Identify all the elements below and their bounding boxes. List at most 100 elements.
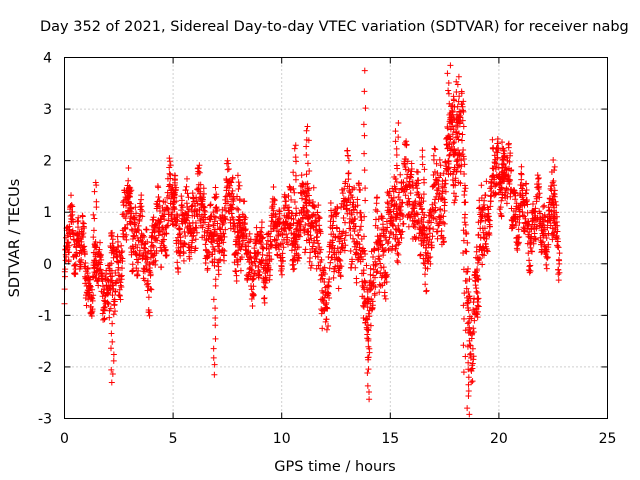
data-point	[452, 175, 459, 182]
data-point	[304, 208, 311, 215]
data-point	[538, 239, 545, 246]
data-point	[109, 229, 116, 236]
data-point	[413, 210, 420, 217]
data-point	[259, 234, 266, 241]
data-point	[380, 264, 387, 271]
data-point	[313, 245, 320, 252]
data-point	[344, 147, 351, 154]
data-point	[313, 218, 320, 225]
data-point	[405, 195, 412, 202]
data-point	[279, 240, 286, 247]
data-point	[499, 164, 506, 171]
data-point	[214, 207, 221, 214]
data-point	[336, 256, 343, 263]
data-point	[421, 211, 428, 218]
data-point	[461, 214, 468, 221]
data-point	[408, 160, 415, 167]
data-point	[392, 186, 399, 193]
data-point	[484, 248, 491, 255]
data-point	[196, 162, 203, 169]
data-point	[522, 215, 529, 222]
data-point	[310, 211, 317, 218]
data-point	[251, 270, 258, 277]
x-tick-label: 25	[599, 431, 617, 447]
data-point	[350, 199, 357, 206]
data-point	[291, 198, 298, 205]
data-point	[466, 276, 473, 283]
data-point	[76, 258, 83, 265]
data-point	[371, 274, 378, 281]
data-point	[91, 240, 98, 247]
data-point	[82, 259, 89, 266]
data-point	[532, 235, 539, 242]
data-point	[453, 78, 460, 85]
data-point	[178, 197, 185, 204]
data-point	[183, 217, 190, 224]
data-point	[385, 238, 392, 245]
data-point	[296, 227, 303, 234]
data-point	[475, 303, 482, 310]
data-point	[400, 220, 407, 227]
data-point	[396, 228, 403, 235]
data-point	[305, 192, 312, 199]
data-point	[298, 172, 305, 179]
data-point	[156, 219, 163, 226]
data-point	[523, 187, 530, 193]
data-point	[207, 202, 214, 209]
data-point	[425, 255, 432, 262]
data-point	[359, 282, 366, 289]
data-point	[393, 200, 400, 207]
data-point	[452, 193, 459, 200]
data-point	[226, 182, 233, 189]
data-point	[464, 304, 471, 311]
data-point	[426, 230, 433, 237]
data-point	[372, 284, 379, 291]
data-point	[367, 271, 374, 278]
data-point	[292, 172, 299, 179]
data-point	[556, 250, 563, 257]
data-point	[171, 192, 178, 199]
data-point	[451, 197, 458, 204]
data-point	[303, 171, 310, 178]
data-point	[303, 152, 310, 159]
data-point	[266, 272, 273, 279]
data-point	[366, 389, 373, 396]
data-point	[353, 279, 360, 286]
data-point	[518, 171, 525, 178]
data-point	[303, 198, 310, 205]
y-tick-label: 0	[43, 257, 52, 273]
data-point	[370, 266, 377, 273]
data-point	[450, 93, 457, 100]
data-point	[447, 62, 454, 69]
data-point	[314, 253, 321, 260]
data-point	[349, 186, 356, 193]
data-point	[271, 197, 278, 204]
data-point	[352, 223, 359, 230]
data-point	[245, 243, 252, 250]
data-point	[542, 214, 549, 221]
data-point	[434, 235, 441, 242]
data-point	[516, 219, 523, 226]
data-point	[301, 227, 308, 234]
data-point	[337, 257, 344, 264]
data-point	[345, 195, 352, 202]
data-point	[464, 343, 471, 350]
data-point	[395, 251, 402, 258]
data-point	[498, 213, 505, 220]
data-point	[551, 163, 558, 170]
data-point	[470, 325, 477, 332]
data-point	[531, 230, 538, 237]
data-point	[364, 382, 371, 389]
data-point	[128, 187, 135, 194]
data-point	[91, 258, 98, 265]
data-point	[342, 242, 349, 249]
data-point	[419, 161, 426, 168]
data-point	[101, 304, 108, 311]
data-point	[136, 247, 143, 254]
data-point	[190, 232, 197, 239]
data-point	[91, 265, 98, 272]
data-point	[276, 246, 283, 253]
data-point	[113, 248, 120, 255]
data-point	[80, 230, 87, 237]
data-point	[319, 325, 326, 332]
